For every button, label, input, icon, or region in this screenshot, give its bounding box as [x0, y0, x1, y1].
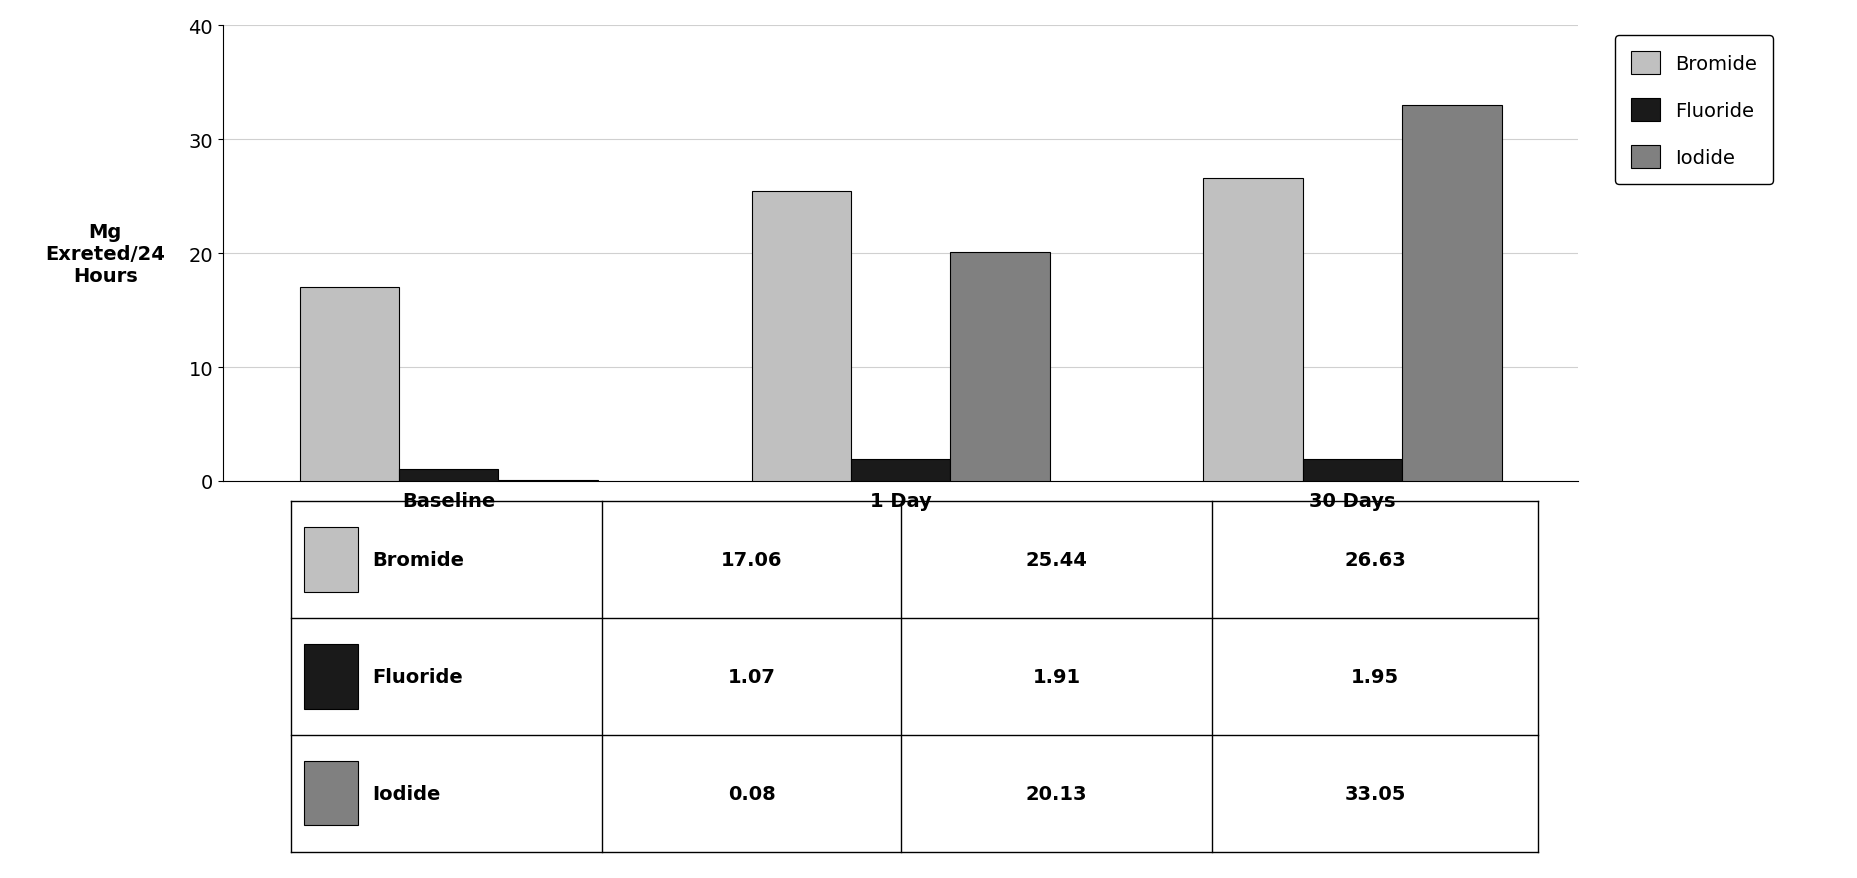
Text: 20.13: 20.13 — [1025, 784, 1088, 802]
FancyBboxPatch shape — [305, 644, 358, 709]
Text: 0.08: 0.08 — [728, 784, 776, 802]
Text: Fluoride: Fluoride — [371, 667, 462, 686]
Text: 25.44: 25.44 — [1025, 551, 1088, 570]
Bar — [752, 192, 851, 481]
FancyBboxPatch shape — [305, 761, 358, 825]
Bar — [851, 460, 951, 481]
Bar — [1203, 178, 1304, 481]
Legend: Bromide, Fluoride, Iodide: Bromide, Fluoride, Iodide — [1616, 36, 1773, 185]
Text: Iodide: Iodide — [371, 784, 440, 802]
Text: 1.07: 1.07 — [728, 667, 776, 686]
Text: 17.06: 17.06 — [721, 551, 782, 570]
Bar — [299, 287, 399, 481]
Bar — [1402, 105, 1502, 481]
Text: 1.91: 1.91 — [1032, 667, 1081, 686]
Bar — [1304, 459, 1402, 481]
Text: 33.05: 33.05 — [1344, 784, 1406, 802]
Bar — [498, 480, 598, 481]
Text: 1.95: 1.95 — [1352, 667, 1398, 686]
Bar — [399, 469, 498, 481]
Bar — [951, 252, 1049, 481]
FancyBboxPatch shape — [305, 528, 358, 592]
Y-axis label: Mg
Exreted/24
Hours: Mg Exreted/24 Hours — [45, 222, 165, 285]
Text: Bromide: Bromide — [371, 551, 464, 570]
Text: 26.63: 26.63 — [1344, 551, 1406, 570]
